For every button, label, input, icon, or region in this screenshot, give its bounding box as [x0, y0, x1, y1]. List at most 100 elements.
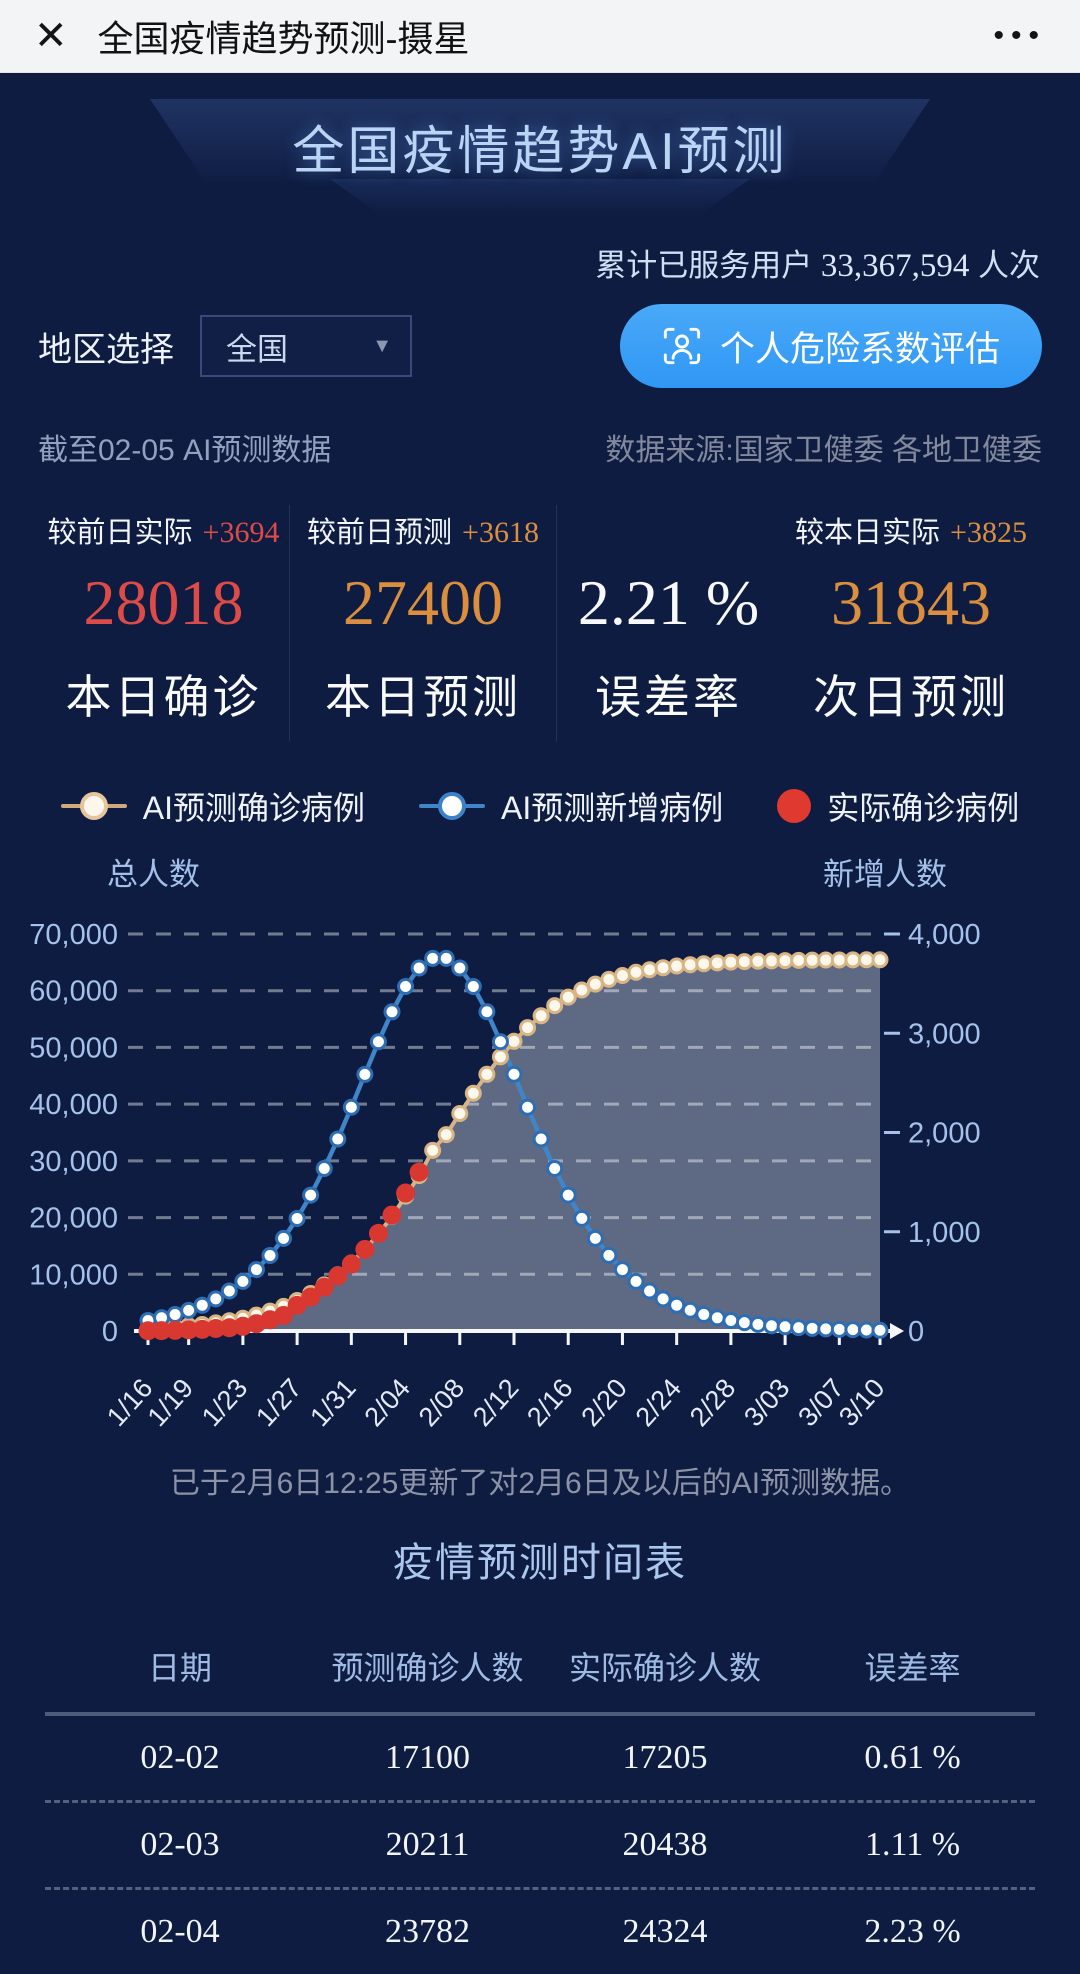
- table-header-row: 日期 预测确诊人数 实际确诊人数 误差率: [45, 1636, 1035, 1696]
- svg-text:30,000: 30,000: [29, 1146, 118, 1178]
- close-icon[interactable]: ✕: [34, 14, 68, 58]
- trend-chart: 0 10,000 20,000 30,000 40,000 50,000 60,000 70,…: [29, 919, 981, 1432]
- stat-value: 28018: [83, 567, 244, 638]
- controls-row: 地区选择 全国 ▼ 个人危险系数评估: [38, 303, 1042, 389]
- cutoff-date-text: 截至02-05 AI预测数据: [38, 434, 332, 467]
- table-header-date: 日期: [147, 1650, 212, 1686]
- row-separator: [45, 1800, 1035, 1803]
- risk-assess-button[interactable]: 个人危险系数评估: [619, 304, 1042, 388]
- data-source-text: 数据来源:国家卫健委 各地卫健委: [605, 434, 1042, 467]
- table-header-actual: 实际确诊人数: [568, 1650, 761, 1686]
- cell-actual: 20438: [622, 1826, 708, 1863]
- svg-text:2/16: 2/16: [521, 1373, 578, 1431]
- served-users-count: 33,367,594: [820, 248, 970, 284]
- stat-caption: 本日预测: [325, 671, 521, 723]
- stat-delta: +3825: [950, 516, 1027, 549]
- legend-label: 实际确诊病例: [827, 790, 1020, 826]
- cell-predicted: 23782: [385, 1913, 470, 1950]
- svg-text:2/20: 2/20: [575, 1373, 632, 1431]
- table-header-error: 误差率: [864, 1650, 961, 1686]
- region-select-value: 全国: [226, 331, 288, 367]
- table-row: 02-02 17100 17205 0.61 %: [45, 1716, 1035, 1800]
- cell-predicted: 17100: [385, 1739, 470, 1776]
- meta-row: 截至02-05 AI预测数据 数据来源:国家卫健委 各地卫健委: [38, 429, 1042, 467]
- update-note: 已于2月6日12:25更新了对2月6日及以后的AI预测数据。: [169, 1467, 911, 1500]
- legend-item-actual-confirmed[interactable]: 实际确诊病例: [777, 783, 1019, 829]
- svg-text:2/28: 2/28: [684, 1373, 741, 1431]
- risk-assess-button-label: 个人危险系数评估: [719, 329, 1000, 369]
- stat-value: 27400: [343, 567, 503, 638]
- forecast-table: 日期 预测确诊人数 实际确诊人数 误差率 02-02 17100 17205 0…: [45, 1636, 1035, 1974]
- cell-actual: 17205: [622, 1739, 708, 1776]
- svg-text:0: 0: [908, 1316, 924, 1348]
- table-header-rule: [45, 1712, 1035, 1716]
- menu-icon[interactable]: •••: [993, 19, 1046, 52]
- stat-value: 2.21 %: [577, 567, 760, 638]
- svg-text:1/27: 1/27: [250, 1373, 307, 1431]
- hero-title: 全国疫情趋势AI预测: [292, 123, 788, 181]
- cell-error: 0.61 %: [864, 1739, 961, 1776]
- stat-card-today-predicted: 较前日预测 +3618 27400 本日预测: [290, 505, 557, 741]
- red-dot-icon: [777, 789, 812, 823]
- stat-card-nextday-predicted: 较本日实际 +3825 31843 次日预测: [780, 505, 1042, 741]
- legend-item-predicted-confirmed[interactable]: AI预测确诊病例: [60, 783, 365, 829]
- cream-line-dot-icon: [60, 791, 127, 821]
- cell-predicted: 20211: [385, 1826, 470, 1863]
- svg-text:1/31: 1/31: [304, 1373, 361, 1431]
- cell-error: 2.23 %: [864, 1913, 961, 1950]
- svg-text:60,000: 60,000: [29, 976, 118, 1008]
- stat-top-label: 较本日实际: [795, 517, 941, 549]
- stat-card-today-confirmed: 较前日实际 +3694 28018 本日确诊: [38, 505, 290, 741]
- stat-value: 31843: [831, 567, 991, 638]
- svg-text:0: 0: [102, 1316, 118, 1348]
- table-row: 02-03 20211 20438 1.11 %: [45, 1803, 1035, 1887]
- axis-titles-row: 总人数 新增人数: [0, 853, 1080, 892]
- blue-line-dot-icon: [418, 791, 485, 821]
- served-users: 累计已服务用户 33,367,594 人次: [40, 247, 1040, 285]
- table-row: 02-04 23782 24324 2.23 %: [45, 1890, 1035, 1974]
- svg-text:20,000: 20,000: [29, 1203, 118, 1235]
- page-title: 全国疫情趋势预测-摄星: [97, 18, 470, 59]
- svg-text:3,000: 3,000: [908, 1018, 981, 1050]
- svg-text:2/24: 2/24: [630, 1373, 687, 1431]
- svg-text:3/10: 3/10: [833, 1373, 890, 1431]
- cell-date: 02-03: [140, 1826, 220, 1863]
- svg-text:2,000: 2,000: [908, 1118, 981, 1150]
- stats-panel: 较前日实际 +3694 28018 本日确诊 较前日预测 +3618 27400 本…: [38, 505, 1042, 741]
- served-users-unit: 人次: [978, 248, 1040, 283]
- svg-text:3/03: 3/03: [738, 1373, 795, 1431]
- stat-card-error-rate: 2.21 % 误差率: [557, 505, 780, 741]
- svg-text:2/04: 2/04: [359, 1373, 416, 1431]
- served-users-label: 累计已服务用户: [595, 248, 813, 283]
- cell-date: 02-02: [140, 1739, 220, 1776]
- left-axis-title: 总人数: [107, 856, 200, 892]
- stat-top-label: 较前日实际: [47, 517, 193, 549]
- row-separator: [45, 1887, 1035, 1890]
- chart-area: 0 10,000 20,000 30,000 40,000 50,000 60,000 70,…: [0, 901, 1080, 1436]
- svg-text:2/08: 2/08: [413, 1373, 470, 1431]
- svg-text:40,000: 40,000: [29, 1089, 118, 1121]
- table-title: 疫情预测时间表: [393, 1541, 687, 1585]
- stat-caption: 误差率: [595, 671, 742, 723]
- chart-legend: AI预测确诊病例 AI预测新增病例 实际确诊病例: [0, 785, 1080, 827]
- hero-tab-shape: [330, 179, 750, 215]
- face-scan-icon: [663, 327, 701, 365]
- region-select-label: 地区选择: [38, 330, 174, 369]
- titlebar: ✕ 全国疫情趋势预测-摄星 •••: [0, 0, 1080, 73]
- svg-text:1/23: 1/23: [196, 1373, 253, 1431]
- cell-error: 1.11 %: [864, 1826, 961, 1863]
- table-header-predicted: 预测确诊人数: [331, 1650, 524, 1686]
- svg-text:4,000: 4,000: [908, 919, 981, 951]
- svg-text:10,000: 10,000: [29, 1259, 118, 1291]
- svg-text:1/19: 1/19: [142, 1373, 199, 1431]
- stat-delta: +3618: [462, 516, 539, 549]
- svg-text:2/12: 2/12: [467, 1373, 524, 1431]
- stat-caption: 次日预测: [813, 671, 1009, 723]
- stat-delta: +3694: [202, 516, 280, 549]
- legend-label: AI预测新增病例: [500, 790, 724, 826]
- stat-top-label: 较前日预测: [307, 517, 453, 549]
- hero-banner: 全国疫情趋势AI预测: [0, 87, 1080, 223]
- legend-item-predicted-new[interactable]: AI预测新增病例: [418, 783, 724, 829]
- cell-actual: 24324: [622, 1913, 708, 1950]
- region-select[interactable]: 全国 ▼: [200, 315, 412, 377]
